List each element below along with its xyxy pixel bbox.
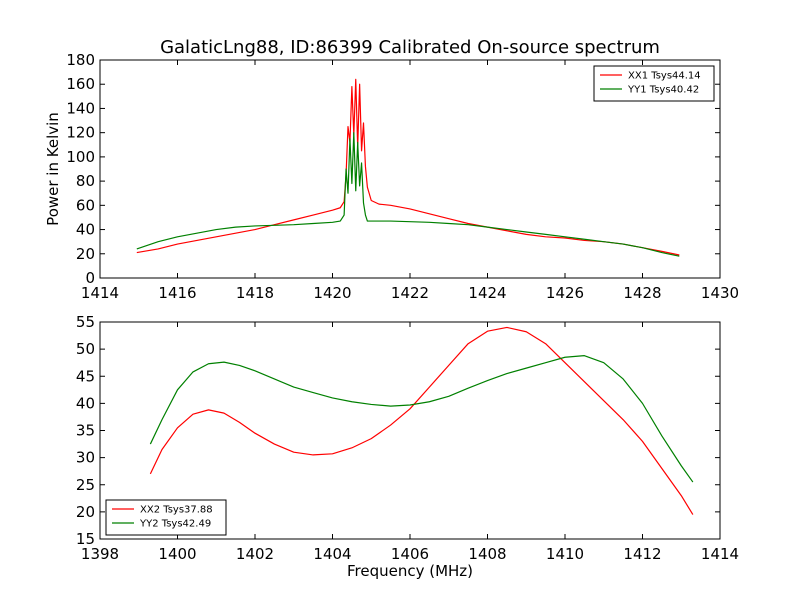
x-tick-label: 1414 xyxy=(701,545,739,563)
y-tick-label: 40 xyxy=(76,394,95,412)
x-tick-label: 1424 xyxy=(468,284,506,302)
y-tick-label: 140 xyxy=(66,99,95,117)
x-tick-label: 1416 xyxy=(158,284,196,302)
legend: XX1 Tsys44.14 YY1 Tsys40.42 xyxy=(593,65,715,102)
chart-panels: 1414 1416 1418 1420 1422 1424 1426 1428 1430 0 20 4… xyxy=(44,51,739,580)
series-line-2 xyxy=(149,355,694,483)
x-tick-label: 1400 xyxy=(158,545,196,563)
legend-box xyxy=(105,499,227,536)
x-tick-label: 1420 xyxy=(313,284,351,302)
legend-label: XX1 Tsys44.14 xyxy=(628,71,701,82)
x-tick-label: 1412 xyxy=(623,545,661,563)
y-tick-label: 45 xyxy=(76,367,95,385)
legend-label: YY2 Tsys42.49 xyxy=(139,519,211,530)
y-tick-label: 15 xyxy=(76,530,95,548)
series-group xyxy=(149,326,694,515)
chart-panel-2: 1398 1400 1402 1404 1406 1408 1410 1412 1414 15 20… xyxy=(76,313,739,580)
legend: XX2 Tsys37.88 YY2 Tsys42.49 xyxy=(105,499,227,536)
y-tick-label: 0 xyxy=(85,269,95,287)
y-tick-label: 25 xyxy=(76,476,95,494)
series-group xyxy=(136,78,680,257)
y-tick-label: 180 xyxy=(66,51,95,69)
y-tick-label: 40 xyxy=(76,221,95,239)
y-tick-label: 55 xyxy=(76,313,95,331)
y-tick-label: 100 xyxy=(66,148,95,166)
y-tick-label: 30 xyxy=(76,449,95,467)
x-tick-label: 1430 xyxy=(701,284,739,302)
x-tick-label: 1410 xyxy=(546,545,584,563)
y-tick-label: 80 xyxy=(76,172,95,190)
chart-title: GalaticLng88, ID:86399 Calibrated On-sou… xyxy=(160,37,660,58)
x-tick-label: 1406 xyxy=(391,545,429,563)
y-axis-label: Power in Kelvin xyxy=(44,112,62,226)
y-tick-label: 120 xyxy=(66,124,95,142)
y-tick-label: 20 xyxy=(76,245,95,263)
x-tick-label: 1428 xyxy=(623,284,661,302)
series-line-2 xyxy=(136,132,680,257)
x-tick-label: 1408 xyxy=(468,545,506,563)
x-tick-label: 1418 xyxy=(236,284,274,302)
x-tick-label: 1422 xyxy=(391,284,429,302)
y-tick-label: 50 xyxy=(76,340,95,358)
legend-label: XX2 Tsys37.88 xyxy=(140,505,213,516)
y-tick-label: 35 xyxy=(76,422,95,440)
x-tick-label: 1398 xyxy=(81,545,119,563)
y-tick-label: 60 xyxy=(76,196,95,214)
legend-label: YY1 Tsys40.42 xyxy=(627,85,699,96)
x-axis-label: Frequency (MHz) xyxy=(347,562,473,580)
series-line-1 xyxy=(136,78,680,256)
x-tick-label: 1404 xyxy=(313,545,351,563)
series-line-1 xyxy=(149,326,694,515)
x-tick-label: 1426 xyxy=(546,284,584,302)
x-tick-label: 1402 xyxy=(236,545,274,563)
x-tick-label: 1414 xyxy=(81,284,119,302)
legend-box xyxy=(593,65,715,102)
y-tick-label: 160 xyxy=(66,75,95,93)
chart-panel-1: 1414 1416 1418 1420 1422 1424 1426 1428 1430 0 20 4… xyxy=(44,51,739,302)
y-tick-label: 20 xyxy=(76,503,95,521)
